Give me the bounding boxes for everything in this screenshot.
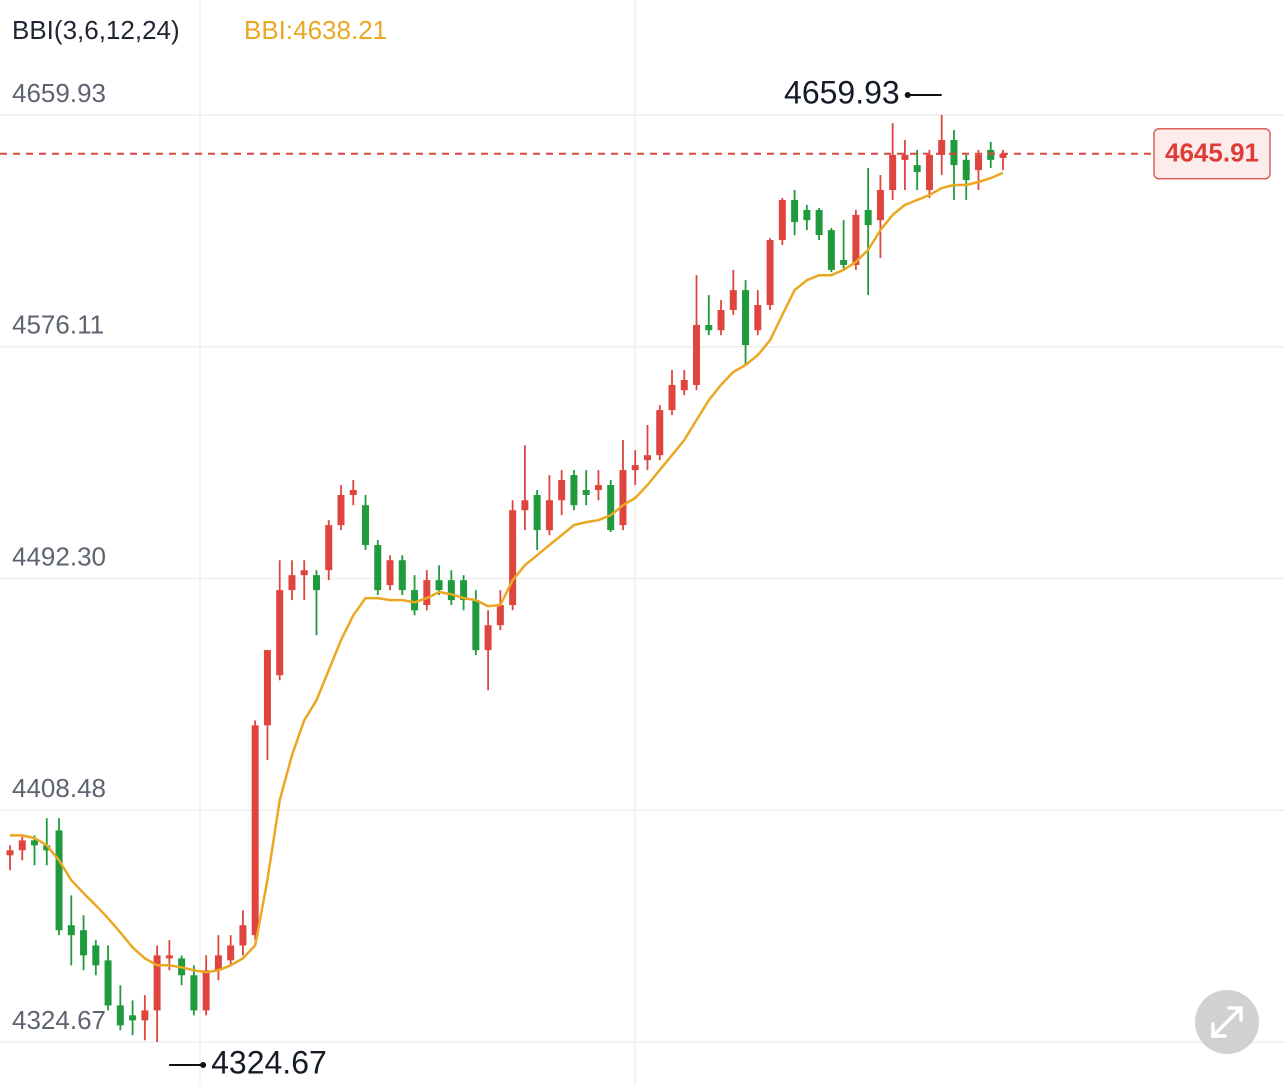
candle-body bbox=[496, 605, 504, 626]
y-tick-label: 4408.48 bbox=[12, 773, 106, 803]
candle-body bbox=[778, 199, 786, 241]
max-marker-dot bbox=[904, 92, 911, 98]
last-price-tag bbox=[1153, 128, 1271, 180]
candle-body bbox=[6, 850, 14, 856]
candle-body bbox=[67, 925, 75, 936]
candle-body bbox=[190, 975, 198, 1011]
candle-body bbox=[31, 840, 39, 846]
candle-body bbox=[521, 500, 529, 511]
y-tick-label: 4324.67 bbox=[12, 1005, 106, 1035]
candle-body bbox=[92, 945, 100, 966]
candle-body bbox=[398, 560, 406, 591]
candle-body bbox=[938, 139, 946, 155]
candle-body bbox=[460, 580, 468, 601]
candle-body bbox=[337, 494, 345, 526]
candle-body bbox=[104, 960, 112, 1006]
candle-body bbox=[668, 384, 676, 411]
candle-body bbox=[43, 845, 51, 851]
candle-body bbox=[791, 199, 799, 223]
candle-body bbox=[423, 580, 431, 606]
candle-body bbox=[411, 590, 419, 611]
candle-body bbox=[349, 490, 357, 495]
candle-body bbox=[742, 290, 750, 346]
candle-body bbox=[619, 470, 627, 526]
candle-body bbox=[570, 475, 578, 506]
y-tick-label: 4659.93 bbox=[12, 78, 106, 108]
candle-body bbox=[840, 259, 848, 265]
candle-body bbox=[582, 490, 590, 495]
bbi-line bbox=[10, 171, 1004, 974]
candle-body bbox=[18, 840, 26, 851]
candle-body bbox=[435, 580, 443, 591]
candle-body bbox=[705, 324, 713, 331]
candle-body bbox=[950, 139, 958, 166]
candle-body bbox=[999, 153, 1007, 158]
candle-body bbox=[472, 600, 480, 651]
max-marker-label: 4659.93 bbox=[784, 74, 900, 110]
candle-body bbox=[55, 830, 63, 931]
candle-body bbox=[116, 1005, 124, 1026]
candle-body bbox=[766, 240, 774, 306]
candle-body bbox=[876, 190, 884, 221]
indicator-title: BBI(3,6,12,24) bbox=[12, 15, 180, 45]
candle-body bbox=[913, 165, 921, 173]
candle-body bbox=[263, 650, 271, 726]
candle-body bbox=[276, 590, 284, 676]
candle-body bbox=[607, 485, 615, 531]
candle-body bbox=[754, 305, 762, 331]
candle-body bbox=[901, 154, 909, 160]
y-tick-label: 4492.30 bbox=[12, 541, 106, 571]
candle-body bbox=[962, 159, 970, 181]
candle-body bbox=[239, 925, 247, 946]
candle-body bbox=[889, 154, 897, 191]
candle-body bbox=[656, 410, 664, 456]
candle-body bbox=[300, 570, 308, 576]
candle-body bbox=[153, 955, 161, 1011]
candle-body bbox=[827, 230, 835, 270]
candle-body bbox=[729, 290, 737, 311]
expand-button[interactable] bbox=[1195, 990, 1259, 1054]
candle-body bbox=[165, 955, 173, 959]
candle-body bbox=[386, 560, 394, 586]
candle-body bbox=[312, 575, 320, 591]
candle-body bbox=[374, 545, 382, 591]
min-marker-dot bbox=[200, 1062, 207, 1068]
candle-body bbox=[447, 580, 455, 601]
min-marker-label: 4324.67 bbox=[211, 1044, 327, 1080]
candle-body bbox=[227, 945, 235, 961]
candle-body bbox=[545, 500, 553, 531]
y-tick-label: 4576.11 bbox=[12, 310, 104, 340]
candle-body bbox=[251, 725, 259, 936]
candle-body bbox=[558, 480, 566, 501]
candle-body bbox=[974, 154, 982, 171]
candle-body bbox=[214, 955, 222, 971]
candle-body bbox=[362, 505, 370, 546]
candle-body bbox=[631, 465, 639, 471]
candle-body bbox=[325, 525, 333, 571]
candle-body bbox=[680, 379, 688, 391]
candle-body bbox=[129, 1015, 137, 1021]
candle-body bbox=[533, 494, 541, 531]
last-price-label: 4645.91 bbox=[1165, 138, 1259, 168]
candle-body bbox=[643, 455, 651, 461]
candle-body bbox=[509, 510, 517, 606]
indicator-value: BBI:4638.21 bbox=[244, 15, 387, 45]
candle-body bbox=[80, 930, 88, 956]
candle-body bbox=[288, 575, 296, 591]
candle-body bbox=[987, 149, 995, 160]
candle-body bbox=[141, 1010, 149, 1021]
candle-body bbox=[693, 324, 701, 385]
candle-body bbox=[484, 625, 492, 651]
candle-body bbox=[717, 310, 725, 331]
candle-body bbox=[202, 970, 210, 1011]
candle-body bbox=[803, 209, 811, 221]
candle-body bbox=[864, 209, 872, 226]
candle-body bbox=[594, 485, 602, 491]
candle-body bbox=[925, 154, 933, 191]
candle-body bbox=[852, 214, 860, 265]
candle-body bbox=[815, 209, 823, 236]
